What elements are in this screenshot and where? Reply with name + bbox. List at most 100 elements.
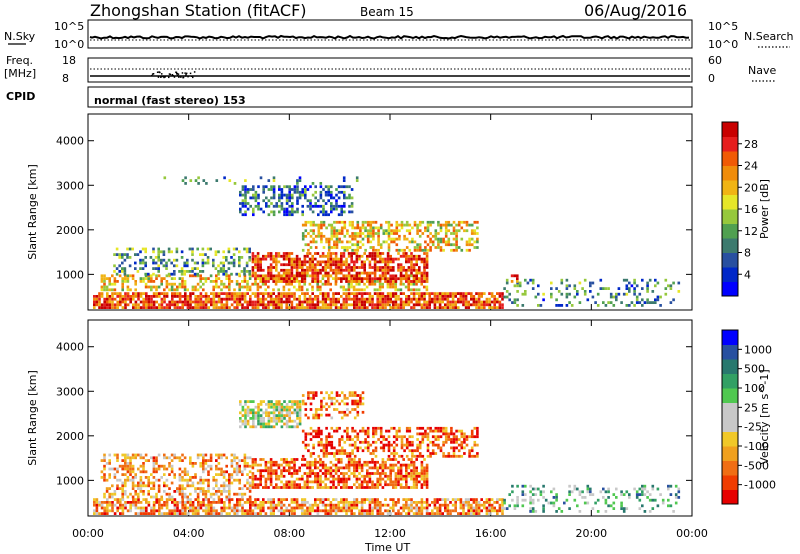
heatmap-cell: [450, 426, 453, 430]
heatmap-cell: [303, 512, 307, 515]
heatmap-cell: [278, 408, 281, 412]
heatmap-cell: [346, 432, 349, 436]
heatmap-cell: [191, 481, 195, 485]
heatmap-cell: [204, 490, 208, 493]
heatmap-cell: [108, 300, 112, 304]
heatmap-cell: [124, 277, 127, 280]
heatmap-cell: [529, 278, 532, 282]
heatmap-cell: [272, 185, 276, 189]
heatmap-cell: [155, 492, 158, 496]
heatmap-cell: [116, 506, 119, 510]
heatmap-cell: [651, 290, 655, 293]
heatmap-cell: [428, 300, 431, 304]
heatmap-cell: [173, 258, 176, 262]
heatmap-cell: [347, 509, 351, 513]
heatmap-cell: [300, 285, 304, 289]
heatmap-cell: [460, 429, 464, 433]
heatmap-cell: [394, 300, 398, 304]
heatmap-cell: [436, 501, 439, 504]
heatmap-cell: [633, 281, 636, 285]
heatmap-cell: [625, 292, 629, 296]
heatmap-cell: [444, 426, 448, 430]
heatmap-cell: [191, 462, 195, 465]
heatmap-cell: [194, 295, 197, 298]
heatmap-cell: [405, 229, 409, 233]
heatmap-cell: [194, 512, 197, 515]
heatmap-cell: [280, 509, 283, 513]
heatmap-cell: [262, 474, 265, 478]
heatmap-cell: [129, 509, 132, 513]
heatmap-cell: [202, 470, 205, 474]
heatmap-cell: [175, 258, 179, 262]
heatmap-cell: [93, 501, 96, 504]
heatmap-cell: [319, 300, 322, 304]
heatmap-cell: [641, 298, 644, 302]
heatmap-cell: [129, 300, 132, 304]
heatmap-cell: [272, 417, 276, 420]
heatmap-cell: [243, 459, 247, 462]
heatmap-cell: [230, 476, 234, 479]
heatmap-cell: [103, 456, 106, 460]
heatmap-cell: [304, 185, 307, 189]
heatmap-cell: [249, 204, 252, 208]
heatmap-cell: [113, 303, 117, 307]
heatmap-cell: [316, 271, 320, 275]
heatmap-cell: [288, 257, 291, 261]
heatmap-cell: [452, 232, 456, 235]
heatmap-cell: [371, 480, 374, 484]
heatmap-cell: [267, 303, 270, 307]
heatmap-cell: [155, 292, 158, 295]
heatmap-cell: [450, 440, 453, 444]
heatmap-cell: [189, 501, 192, 504]
heatmap-cell: [246, 285, 249, 289]
heatmap-cell: [340, 458, 343, 461]
heatmap-cell: [327, 271, 330, 275]
heatmap-cell: [275, 204, 278, 208]
heatmap-cell: [298, 417, 302, 420]
heatmap-cell: [311, 480, 314, 484]
heatmap-cell: [415, 512, 418, 515]
heatmap-cell: [246, 464, 249, 468]
heatmap-cell: [165, 303, 169, 307]
heatmap-cell: [496, 297, 499, 301]
heatmap-cell: [283, 207, 286, 211]
heatmap-cell: [314, 432, 318, 436]
heatmap-cell: [139, 484, 143, 488]
heatmap-cell: [498, 300, 502, 304]
heatmap-cell: [434, 237, 438, 241]
heatmap-cell: [204, 292, 208, 295]
heatmap-cell: [418, 443, 422, 447]
heatmap-cell: [152, 501, 156, 504]
heatmap-cell: [340, 204, 343, 208]
heatmap-cell: [176, 490, 179, 493]
heatmap-cell: [337, 213, 341, 217]
nave-dip-mark: [176, 74, 179, 77]
heatmap-cell: [191, 503, 195, 507]
heatmap-cell: [363, 509, 366, 513]
heatmap-cell: [116, 487, 119, 490]
heatmap-cell: [389, 285, 392, 289]
heatmap-cell: [199, 303, 203, 307]
heatmap-cell: [217, 250, 220, 254]
heatmap-cell: [217, 512, 221, 515]
heatmap-cell: [296, 182, 299, 185]
heatmap-cell: [142, 492, 145, 496]
heatmap-cell: [228, 503, 231, 507]
heatmap-cell: [178, 487, 182, 490]
heatmap-cell: [293, 509, 296, 513]
heatmap-cell: [265, 185, 268, 189]
heatmap-cell: [285, 422, 289, 426]
heatmap-cell: [490, 498, 494, 501]
heatmap-cell: [496, 300, 499, 304]
heatmap-cell: [333, 446, 336, 450]
heatmap-cell: [410, 297, 413, 301]
nave-dip-mark: [161, 73, 163, 75]
heatmap-cell: [415, 480, 418, 484]
heatmap-cell: [457, 512, 460, 515]
heatmap-cell: [246, 288, 249, 292]
heatmap-cell: [413, 449, 417, 453]
heatmap-cell: [285, 185, 289, 189]
heatmap-cell: [194, 473, 197, 476]
heatmap-cell: [463, 452, 466, 455]
